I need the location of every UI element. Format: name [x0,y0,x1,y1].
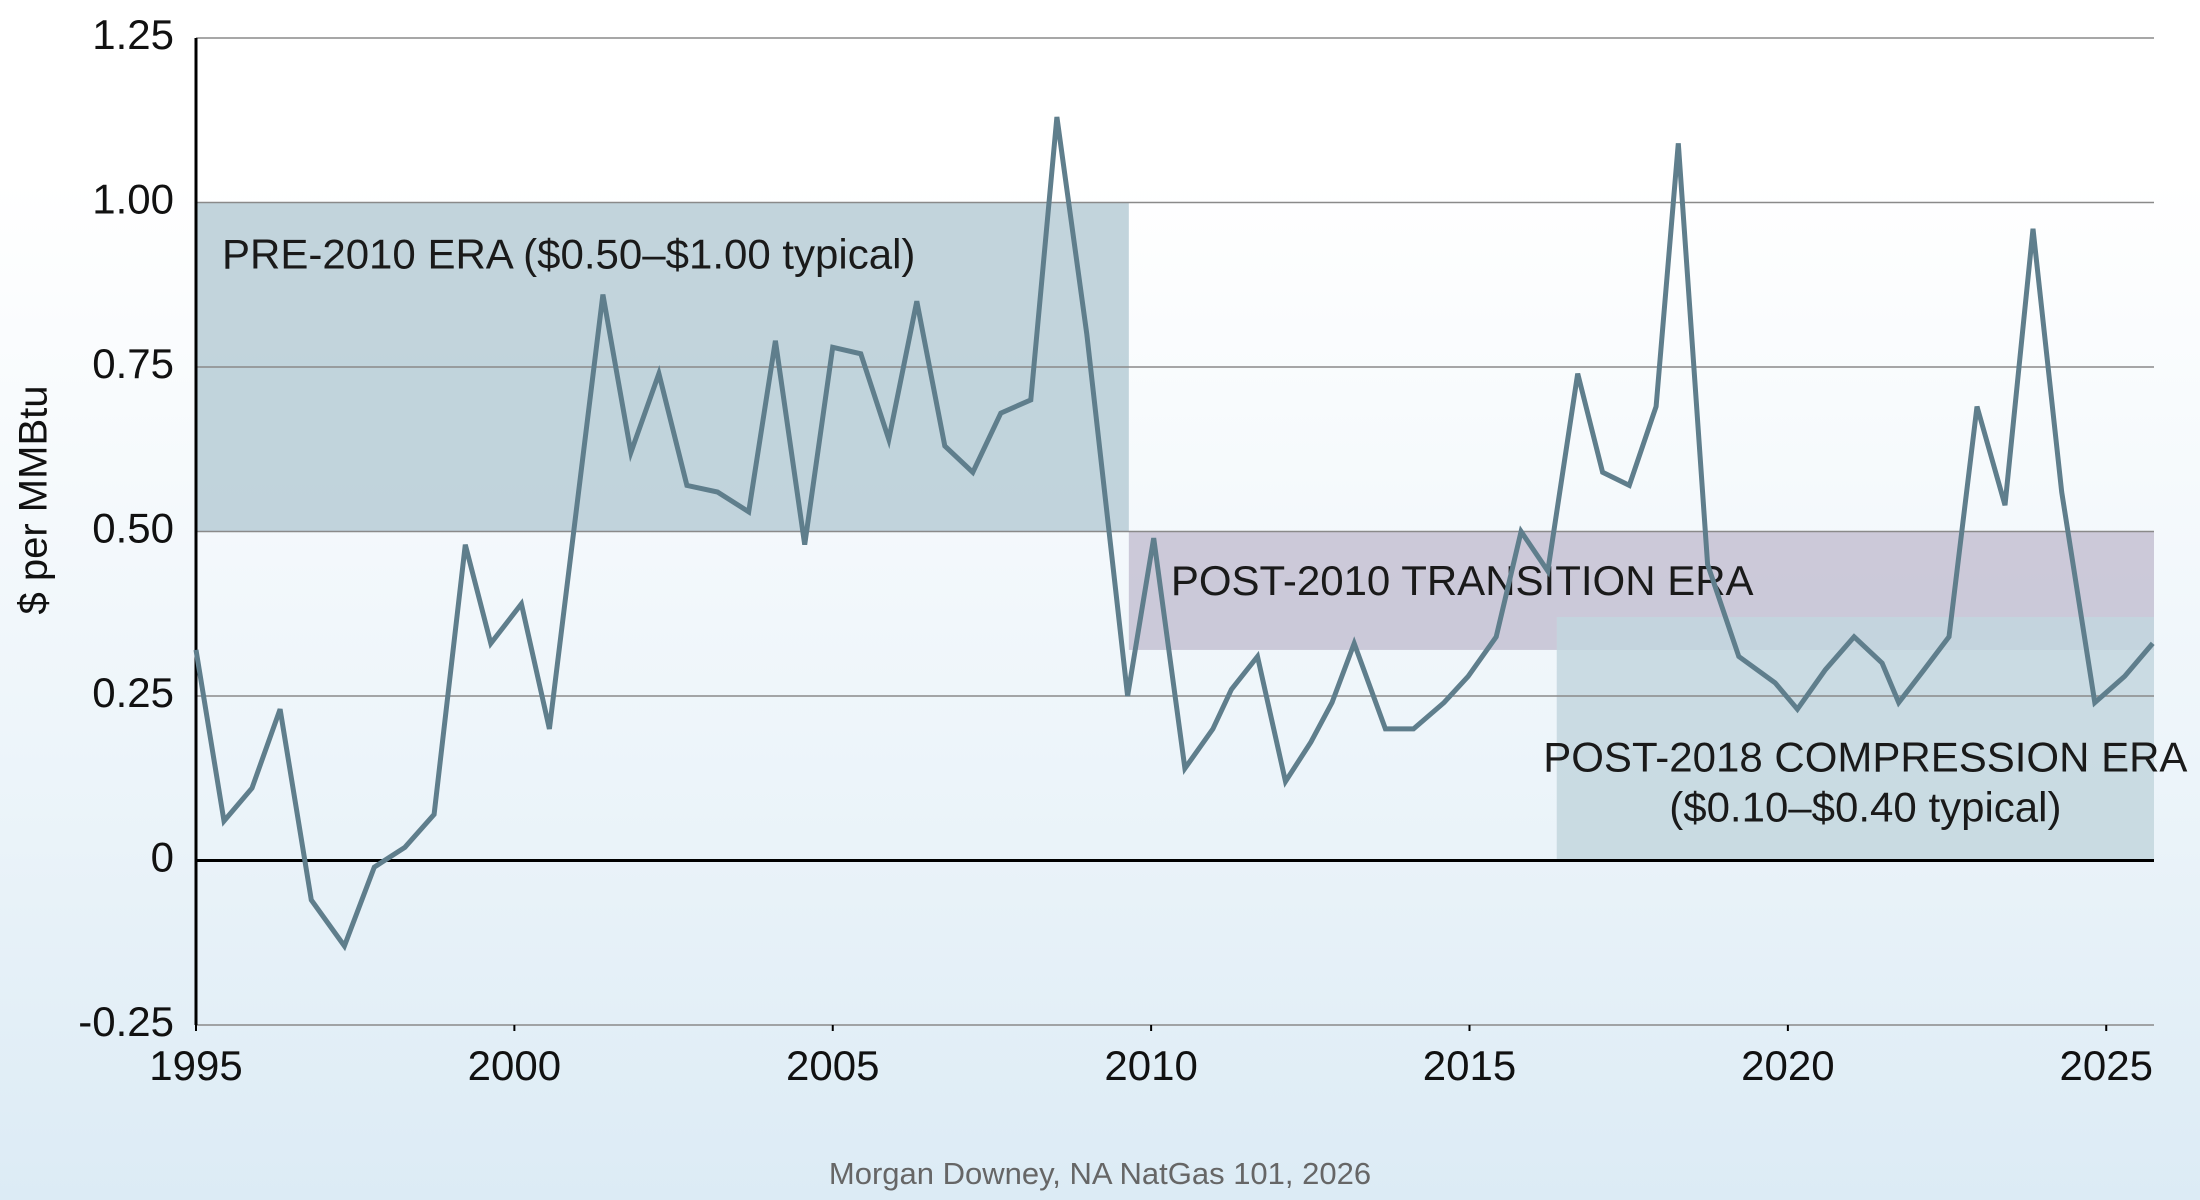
y-tick-label: -0.25 [78,998,174,1045]
y-axis-label: $ per MMBtu [12,386,56,615]
band-label: ($0.10–$0.40 typical) [1669,784,2061,831]
band-label: PRE-2010 ERA ($0.50–$1.00 typical) [222,231,915,278]
era-band [1556,617,2154,861]
y-tick-label: 0.25 [92,669,174,716]
x-tick-label: 2000 [468,1042,561,1089]
y-tick-label: 1.25 [92,11,174,58]
x-tick-label: 2015 [1423,1042,1516,1089]
y-tick-label: 0 [151,834,174,881]
band-label: POST-2018 COMPRESSION ERA [1543,734,2187,781]
y-tick-label: 0.75 [92,340,174,387]
x-tick-label: 2020 [1741,1042,1834,1089]
band-label: POST-2010 TRANSITION ERA [1171,557,1754,604]
data-line [193,116,2155,952]
y-tick-label: 1.00 [92,176,174,223]
x-tick-label: 2025 [2060,1042,2153,1089]
x-tick-label: 1995 [149,1042,242,1089]
x-tick-label: 2010 [1104,1042,1197,1089]
source: Morgan Downey, NA NatGas 101, 2026 [829,1156,1371,1191]
x-tick-label: 2005 [786,1042,879,1089]
y-tick-label: 0.50 [92,505,174,552]
